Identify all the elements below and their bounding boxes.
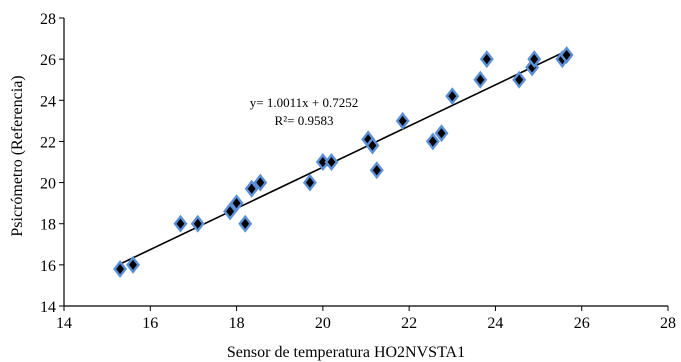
data-point — [324, 153, 339, 171]
y-tick-label: 20 — [40, 176, 56, 193]
data-point — [229, 194, 244, 213]
data-point — [559, 46, 574, 64]
x-tick-label: 28 — [660, 315, 676, 332]
x-tick-label: 26 — [574, 315, 590, 332]
y-tick-label: 26 — [40, 52, 56, 69]
data-point — [126, 255, 141, 274]
data-point — [302, 173, 317, 192]
y-tick-label: 18 — [40, 217, 56, 234]
x-axis-label: Sensor de temperatura HO2NVSTA1 — [227, 344, 465, 361]
x-tick-label: 18 — [229, 315, 245, 332]
y-tick-label: 14 — [40, 299, 56, 316]
y-axis-label: Psicrómetro (Referencia) — [9, 75, 26, 236]
y-axis-ticks: 14 16 18 20 22 24 26 28 — [40, 11, 64, 316]
y-tick-label: 22 — [40, 134, 56, 151]
data-point — [113, 260, 128, 278]
data-point — [369, 161, 384, 180]
data-point — [223, 202, 238, 221]
y-tick-label: 16 — [40, 258, 56, 275]
data-point — [365, 136, 380, 155]
x-axis-ticks: 14 16 18 20 22 24 26 28 — [56, 306, 676, 332]
trendline-r2: R²= 0.9583 — [275, 113, 334, 128]
data-point — [527, 50, 542, 69]
data-point — [473, 70, 488, 89]
x-tick-label: 22 — [401, 315, 417, 332]
data-point — [173, 214, 188, 233]
data-point — [238, 214, 253, 233]
trendline-equation: y= 1.0011x + 0.7252 — [250, 95, 358, 110]
data-point — [445, 87, 460, 106]
data-point — [190, 214, 205, 233]
data-point — [479, 50, 494, 69]
data-point — [425, 132, 440, 151]
y-tick-label: 24 — [40, 93, 56, 110]
x-tick-label: 24 — [487, 315, 503, 332]
data-point — [253, 173, 268, 192]
data-point — [395, 111, 410, 130]
x-tick-label: 14 — [56, 315, 72, 332]
y-tick-label: 28 — [40, 11, 56, 28]
data-point — [512, 70, 527, 89]
data-points — [113, 46, 574, 278]
trendline — [119, 49, 570, 265]
x-tick-label: 16 — [142, 315, 158, 332]
plot-area: 14 16 18 20 22 24 26 28 14 16 18 20 22 24 26 28 — [40, 11, 676, 332]
data-point — [244, 179, 259, 198]
data-point — [434, 124, 449, 143]
x-tick-label: 20 — [315, 315, 331, 332]
